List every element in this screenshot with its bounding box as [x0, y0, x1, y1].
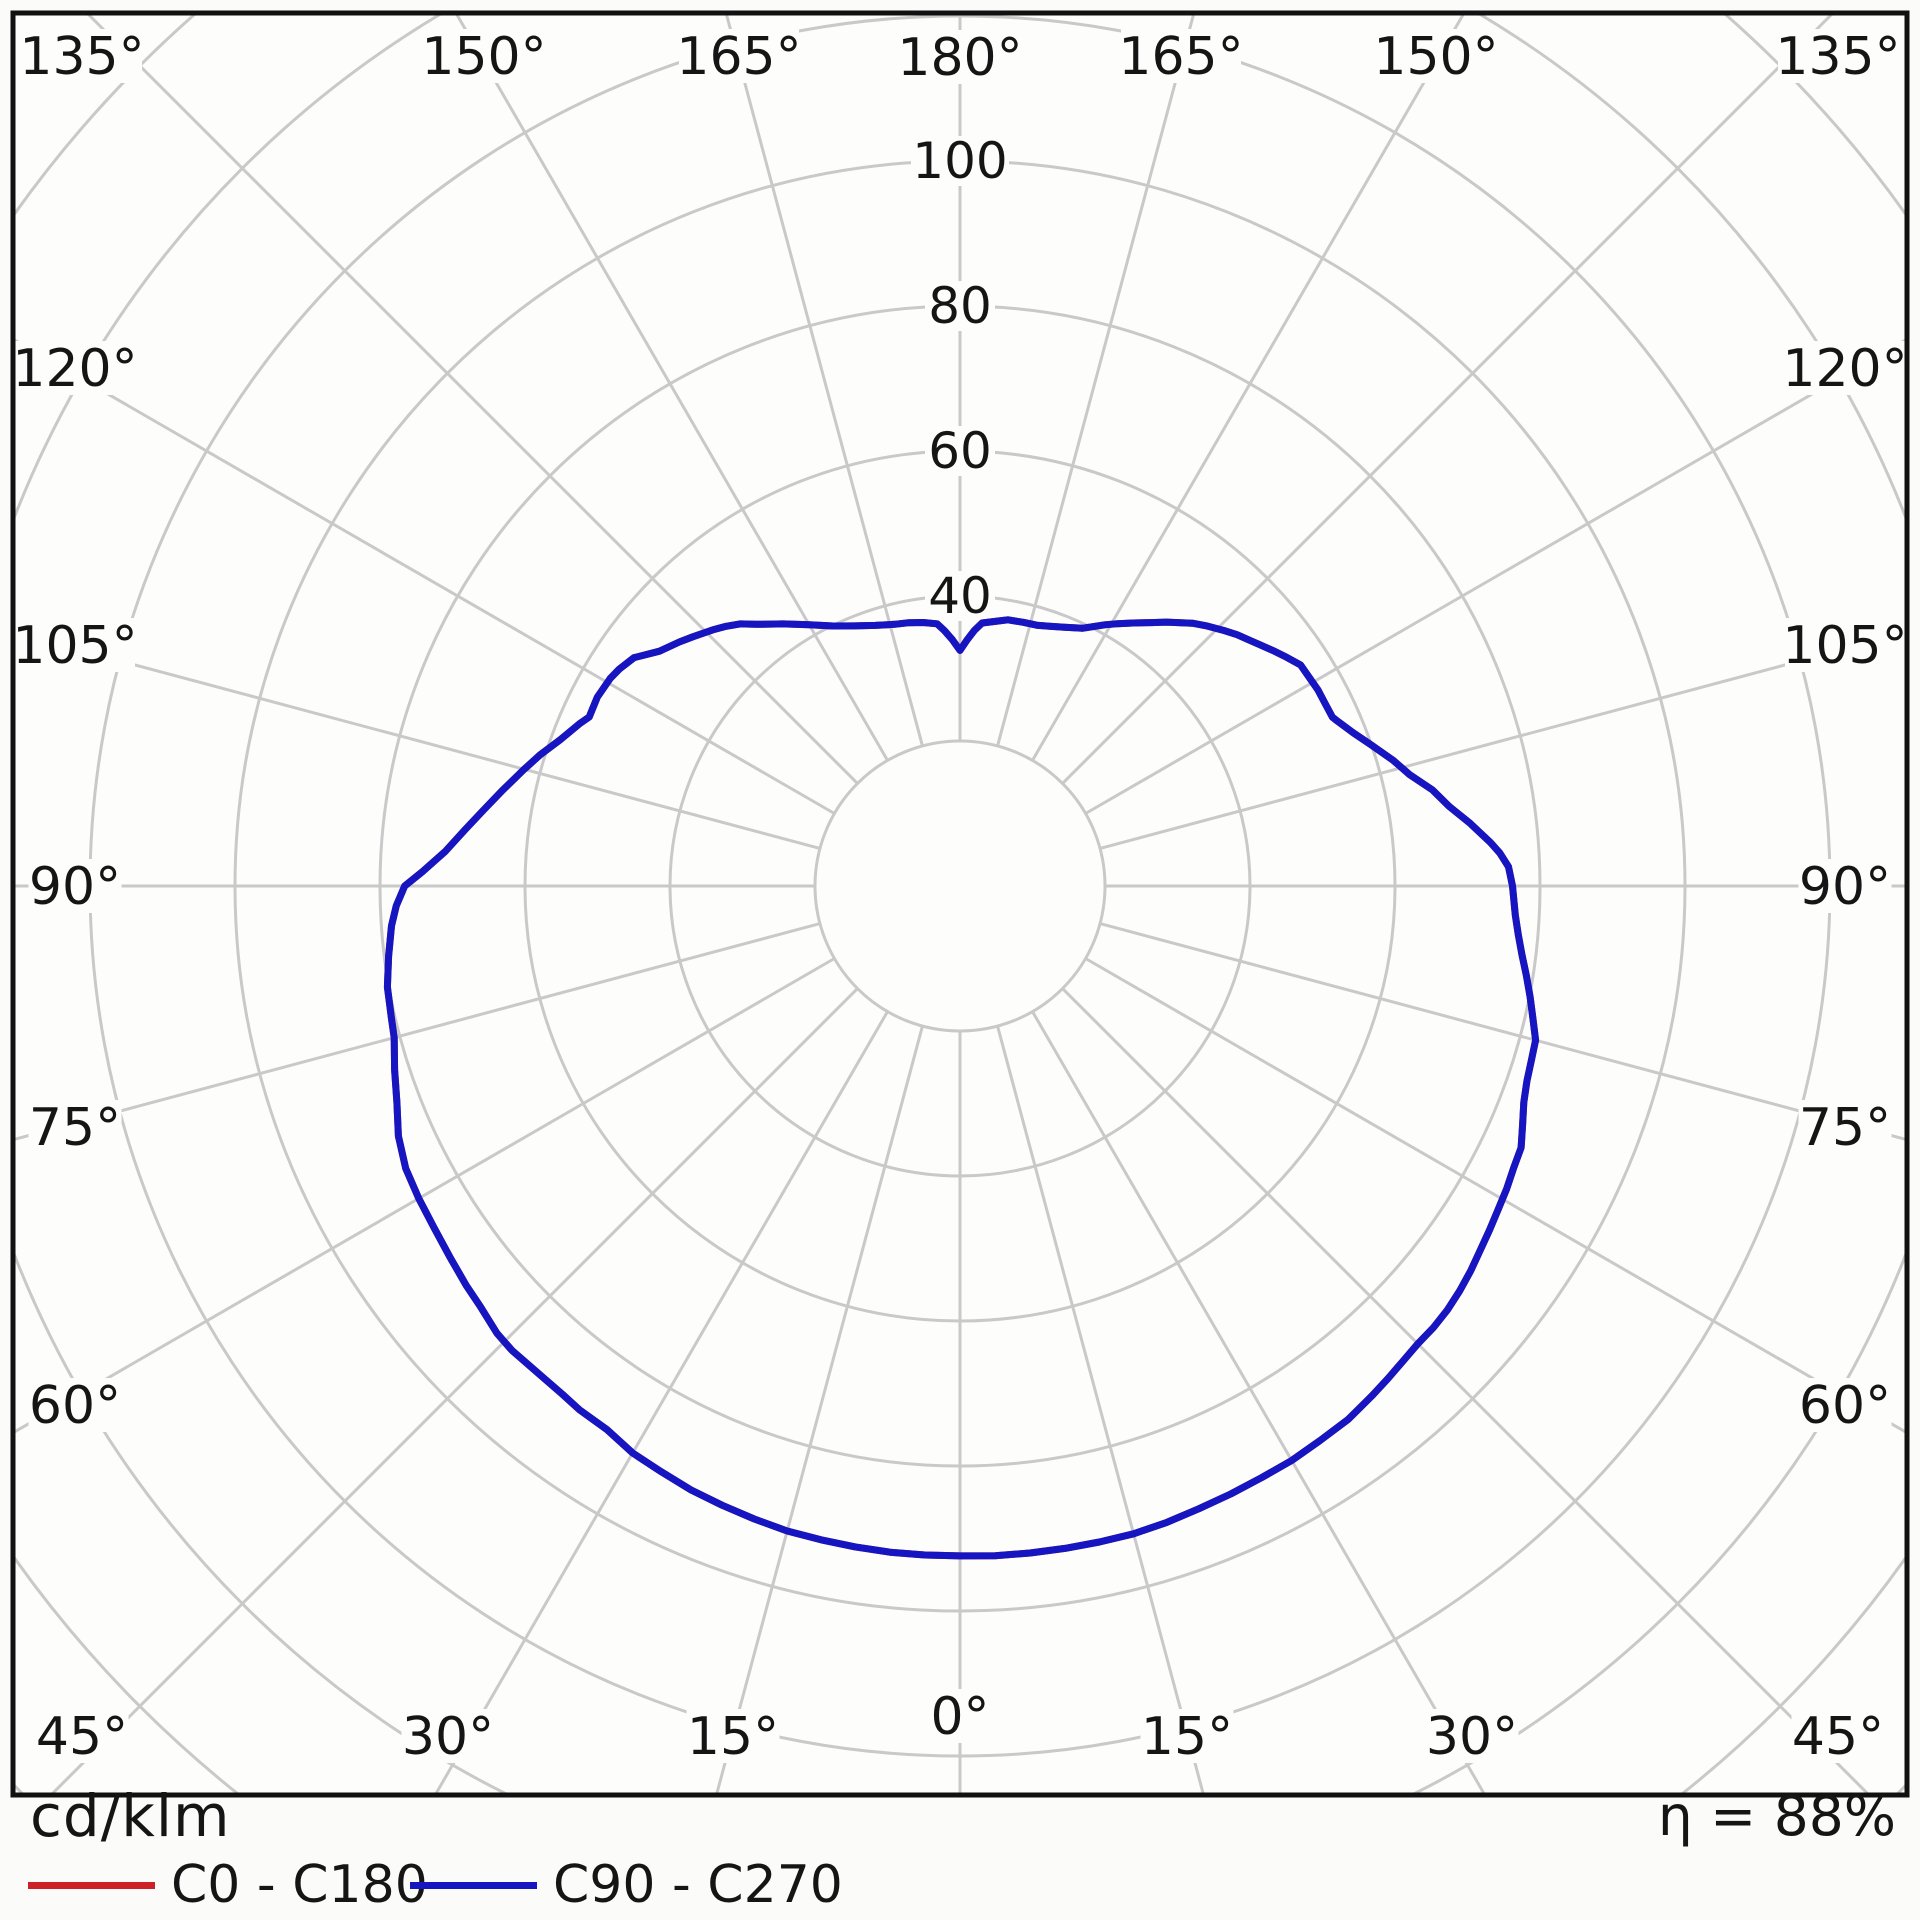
grid-spoke — [1084, 338, 1905, 815]
grid-spoke — [455, 15, 889, 762]
angle-label-bg — [15, 341, 135, 395]
grid-spoke — [996, 15, 1195, 747]
radial-tick-label: 100 — [912, 132, 1007, 190]
angle-label-bg — [1376, 29, 1496, 83]
legend: C0 - C180 C90 - C270 — [28, 1852, 1898, 1918]
intensity-curves — [383, 616, 1540, 1560]
angle-label: 135° — [1775, 27, 1900, 87]
grid-spoke — [725, 15, 924, 747]
angle-label-bg — [1785, 341, 1905, 395]
c90-c270-line-swatch — [410, 1881, 537, 1889]
angle-label-bg — [35, 1709, 129, 1763]
angle-label-bg — [900, 30, 1020, 84]
radial-tick-bg — [925, 281, 995, 331]
angle-label: 165° — [676, 27, 801, 87]
legend-item-c90-c270: C90 - C270 — [410, 1852, 843, 1918]
angle-label-bg — [28, 1100, 122, 1154]
angle-label: 75° — [29, 1098, 121, 1158]
angle-label: 105° — [1782, 616, 1907, 676]
curve-c90-c270 — [383, 616, 1540, 1560]
angle-label: 90° — [1799, 857, 1891, 917]
grid-spoke — [715, 1025, 924, 1793]
angle-label: 60° — [1799, 1376, 1891, 1436]
grid-spoke — [434, 1010, 889, 1793]
angle-labels: 135° 150° 165° 180° 165° 150° 135° 120° 105° 90° 7… — [12, 27, 1907, 1767]
grid-spoke — [1099, 631, 1905, 850]
radial-tick-bg — [925, 426, 995, 476]
grid-spoke — [1031, 15, 1465, 762]
angle-label: 120° — [12, 339, 137, 399]
angle-label-bg — [424, 29, 544, 83]
angle-label: 45° — [36, 1707, 128, 1767]
angle-label-bg — [686, 1709, 780, 1763]
radial-tick-label: 40 — [928, 567, 992, 625]
grid-spoke — [15, 338, 836, 815]
angle-label: 150° — [421, 27, 546, 87]
efficiency-label: η = 88% — [1657, 1784, 1896, 1848]
legend-label-c90-c270: C90 - C270 — [553, 1855, 843, 1915]
legend-item-c0-c180: C0 - C180 — [28, 1852, 428, 1918]
angle-label-bg — [1791, 1709, 1885, 1763]
angle-label: 60° — [29, 1376, 121, 1436]
angle-label: 45° — [1792, 1707, 1884, 1767]
radial-tick-label: 80 — [928, 277, 992, 335]
angle-label: 90° — [29, 857, 121, 917]
unit-label: cd/klm — [30, 1782, 231, 1850]
angle-label-bg — [1798, 1100, 1892, 1154]
c0-c180-line-swatch — [28, 1881, 155, 1889]
grid-spoke — [15, 631, 821, 850]
angle-label-bg — [927, 1689, 993, 1743]
angle-label: 75° — [1799, 1098, 1891, 1158]
angle-label-bg — [1121, 29, 1241, 83]
radial-tick-label: 60 — [928, 422, 992, 480]
grid-spoke — [1084, 957, 1905, 1434]
angle-label: 150° — [1373, 27, 1498, 87]
angle-label: 15° — [687, 1707, 779, 1767]
angle-label-bg — [22, 29, 142, 83]
angle-label-bg — [28, 1378, 122, 1432]
angle-label-bg — [28, 859, 122, 913]
angle-label-bg — [1785, 618, 1905, 672]
angle-label-bg — [1425, 1709, 1519, 1763]
angle-label: 135° — [19, 27, 144, 87]
grid-spoke — [1099, 922, 1905, 1141]
angle-label: 0° — [930, 1687, 989, 1747]
angle-label: 105° — [12, 616, 137, 676]
angle-label: 30° — [402, 1707, 494, 1767]
radial-tick-bg — [925, 571, 995, 621]
radial-tick-bg — [911, 136, 1009, 186]
angle-label-bg — [1798, 1378, 1892, 1432]
grid-spoke — [15, 957, 836, 1434]
angle-label-bg — [1798, 859, 1892, 913]
plot-frame — [10, 10, 1910, 1798]
angle-label-bg — [679, 29, 799, 83]
angle-label: 15° — [1141, 1707, 1233, 1767]
angle-label: 165° — [1118, 27, 1243, 87]
angle-label: 180° — [897, 28, 1022, 88]
grid-spoke — [1031, 1010, 1486, 1793]
angle-label-bg — [1778, 29, 1898, 83]
grid-spoke — [15, 922, 821, 1141]
legend-label-c0-c180: C0 - C180 — [171, 1855, 428, 1915]
angle-label: 120° — [1782, 339, 1907, 399]
angle-label-bg — [1140, 1709, 1234, 1763]
angle-label-bg — [15, 618, 135, 672]
grid-spoke — [996, 1025, 1205, 1793]
radial-tick-labels: 40 60 80 100 — [911, 132, 1009, 625]
angle-label: 30° — [1426, 1707, 1518, 1767]
angle-label-bg — [401, 1709, 495, 1763]
